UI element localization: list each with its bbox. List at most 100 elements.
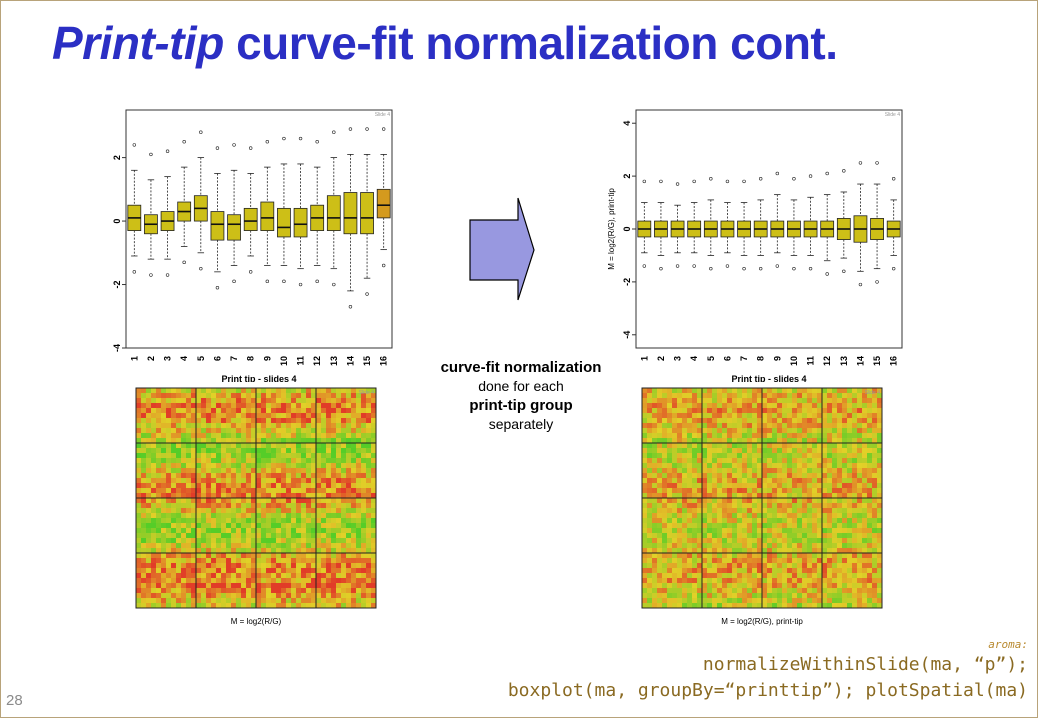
heatmap-cell bbox=[727, 588, 733, 594]
heatmap-cell bbox=[772, 468, 778, 474]
heatmap-cell bbox=[146, 603, 152, 609]
heatmap-cell bbox=[827, 603, 833, 609]
heatmap-cell bbox=[812, 588, 818, 594]
heatmap-cell bbox=[221, 393, 227, 399]
heatmap-cell bbox=[266, 598, 272, 604]
heatmap-cell bbox=[687, 543, 693, 549]
heatmap-cell bbox=[652, 573, 658, 579]
heatmap-cell bbox=[301, 598, 307, 604]
heatmap-cell bbox=[727, 578, 733, 584]
heatmap-cell bbox=[356, 398, 362, 404]
heatmap-cell bbox=[146, 583, 152, 589]
heatmap-cell bbox=[291, 458, 297, 464]
heatmap-cell bbox=[316, 538, 322, 544]
heatmap-cell bbox=[206, 423, 212, 429]
heatmap-cell bbox=[236, 513, 242, 519]
heatmap-cell bbox=[341, 603, 347, 609]
heatmap-cell bbox=[286, 498, 292, 504]
heatmap-cell bbox=[782, 553, 788, 559]
heatmap-cell bbox=[226, 538, 232, 544]
heatmap-cell bbox=[647, 543, 653, 549]
heatmap-cell bbox=[847, 578, 853, 584]
heatmap-cell bbox=[872, 508, 878, 514]
heatmap-cell bbox=[657, 463, 663, 469]
heatmap-cell bbox=[236, 473, 242, 479]
heatmap-cell bbox=[737, 518, 743, 524]
heatmap-cell bbox=[877, 593, 883, 599]
heatmap-cell bbox=[792, 458, 798, 464]
heatmap-cell bbox=[321, 458, 327, 464]
heatmap-cell bbox=[742, 578, 748, 584]
heatmap-cell bbox=[261, 408, 267, 414]
heatmap-cell bbox=[792, 583, 798, 589]
heatmap-cell bbox=[366, 543, 372, 549]
heatmap-cell bbox=[807, 558, 813, 564]
heatmap-cell bbox=[787, 398, 793, 404]
heatmap-cell bbox=[136, 423, 142, 429]
heatmap-cell bbox=[752, 493, 758, 499]
heatmap-cell bbox=[211, 438, 217, 444]
heatmap-cell bbox=[206, 493, 212, 499]
heatmap-cell bbox=[151, 503, 157, 509]
heatmap-cell bbox=[702, 478, 708, 484]
heatmap-cell bbox=[752, 588, 758, 594]
heatmap-cell bbox=[662, 453, 668, 459]
box bbox=[326, 195, 341, 231]
heatmap-cell bbox=[737, 413, 743, 419]
heatmap-cell bbox=[211, 478, 217, 484]
heatmap-cell bbox=[782, 413, 788, 419]
heatmap-cell bbox=[231, 468, 237, 474]
heatmap-cell bbox=[817, 483, 823, 489]
heatmap-cell bbox=[832, 468, 838, 474]
heatmap-cell bbox=[161, 548, 167, 554]
heatmap-cell bbox=[291, 503, 297, 509]
heatmap-cell bbox=[652, 403, 658, 409]
heatmap-cell bbox=[732, 518, 738, 524]
heatmap-cell bbox=[246, 533, 252, 539]
heatmap-cell bbox=[301, 588, 307, 594]
heatmap-cell bbox=[802, 513, 808, 519]
heatmap-cell bbox=[291, 538, 297, 544]
heatmap-cell bbox=[296, 513, 302, 519]
heatmap-cell bbox=[747, 488, 753, 494]
heatmap-cell bbox=[286, 453, 292, 459]
heatmap-cell bbox=[737, 568, 743, 574]
heatmap-cell bbox=[847, 513, 853, 519]
heatmap-cell bbox=[221, 428, 227, 434]
heatmap-cell bbox=[682, 523, 688, 529]
heatmap-cell bbox=[186, 503, 192, 509]
heatmap-cell bbox=[642, 583, 648, 589]
heatmap-cell bbox=[136, 598, 142, 604]
heatmap-cell bbox=[802, 598, 808, 604]
heatmap-cell bbox=[321, 513, 327, 519]
heatmap-cell bbox=[862, 563, 868, 569]
heatmap-cell bbox=[296, 418, 302, 424]
heatmap-cell bbox=[642, 553, 648, 559]
heatmap-cell bbox=[196, 488, 202, 494]
heatmap-cell bbox=[702, 533, 708, 539]
heatmap-cell bbox=[176, 578, 182, 584]
heatmap-cell bbox=[351, 498, 357, 504]
heatmap-cell bbox=[286, 488, 292, 494]
heatmap-cell bbox=[311, 398, 317, 404]
heatmap-cell bbox=[201, 573, 207, 579]
heatmap-cell bbox=[336, 528, 342, 534]
heatmap-cell bbox=[266, 603, 272, 609]
heatmap-cell bbox=[296, 523, 302, 529]
heatmap-cell bbox=[276, 533, 282, 539]
heatmap-cell bbox=[161, 558, 167, 564]
heatmap-cell bbox=[787, 533, 793, 539]
heatmap-cell bbox=[341, 438, 347, 444]
heatmap-cell bbox=[306, 488, 312, 494]
heatmap-cell bbox=[717, 518, 723, 524]
heatmap-cell bbox=[827, 408, 833, 414]
heatmap-cell bbox=[802, 478, 808, 484]
heatmap-cell bbox=[151, 578, 157, 584]
heatmap-cell bbox=[226, 583, 232, 589]
heatmap-cell bbox=[782, 568, 788, 574]
heatmap-cell bbox=[662, 403, 668, 409]
heatmap-cell bbox=[812, 583, 818, 589]
heatmap-cell bbox=[787, 453, 793, 459]
heatmap-cell bbox=[286, 598, 292, 604]
heatmap-cell bbox=[216, 448, 222, 454]
